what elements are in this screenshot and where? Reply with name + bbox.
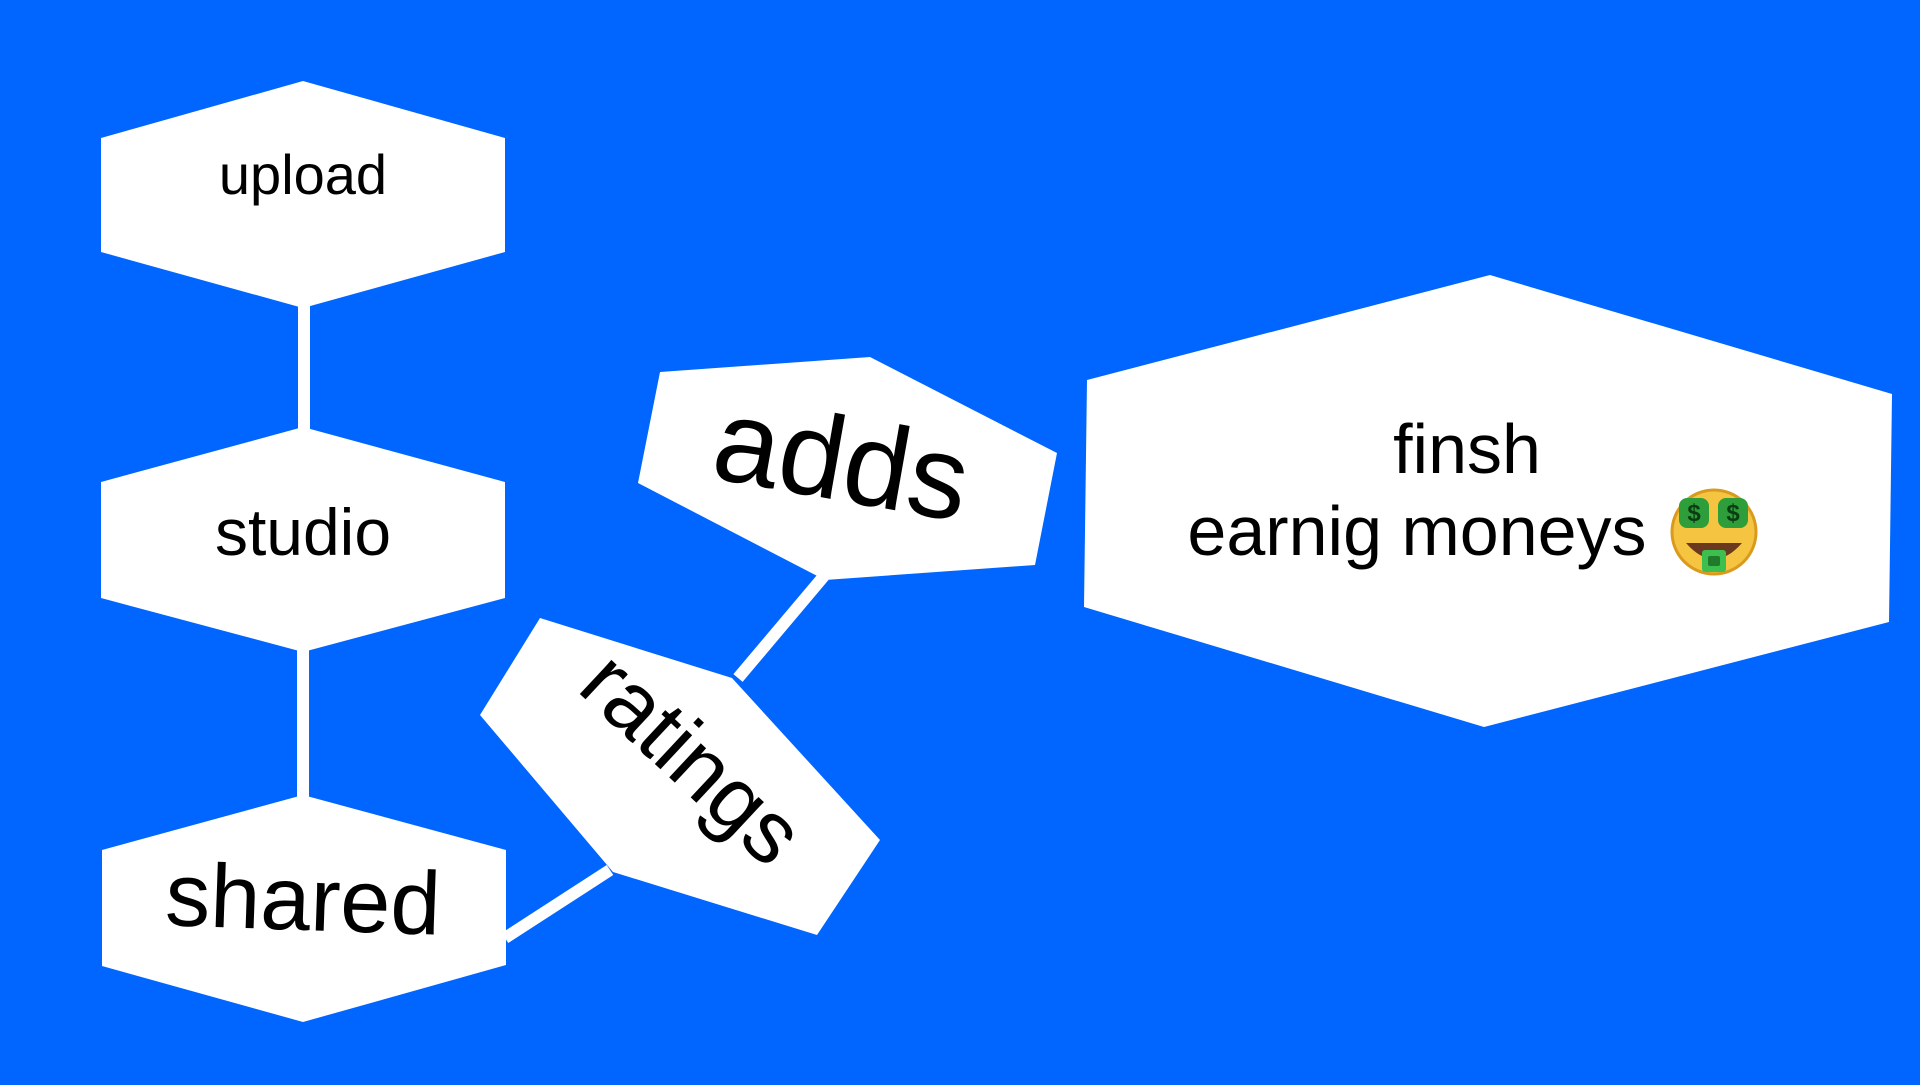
node-upload-label: upload xyxy=(219,143,387,206)
node-studio-shape xyxy=(101,427,505,652)
node-adds-shape xyxy=(638,357,1057,580)
connector-shared-ratings xyxy=(501,864,614,944)
node-finish: finsh earnig moneys $ $ xyxy=(1084,275,1892,727)
connector-ratings-adds xyxy=(733,572,829,682)
svg-text:$: $ xyxy=(1726,500,1740,527)
node-studio: studio xyxy=(101,427,505,652)
node-adds: adds xyxy=(638,357,1057,580)
node-finish-line1: finsh xyxy=(1393,410,1541,488)
node-ratings-shape xyxy=(480,618,880,935)
node-studio-label: studio xyxy=(215,495,391,569)
node-shared-label: shared xyxy=(164,845,443,955)
node-shared-shape xyxy=(102,795,506,1022)
node-upload: upload xyxy=(101,81,505,308)
node-shared: shared xyxy=(102,795,506,1022)
node-upload-shape xyxy=(101,81,505,308)
node-finish-line2: earnig moneys xyxy=(1187,492,1646,570)
svg-text:$: $ xyxy=(1687,500,1701,527)
connectors xyxy=(297,302,829,944)
money-mouth-face-icon: $ $ xyxy=(1670,488,1758,576)
node-finish-shape xyxy=(1084,275,1892,727)
